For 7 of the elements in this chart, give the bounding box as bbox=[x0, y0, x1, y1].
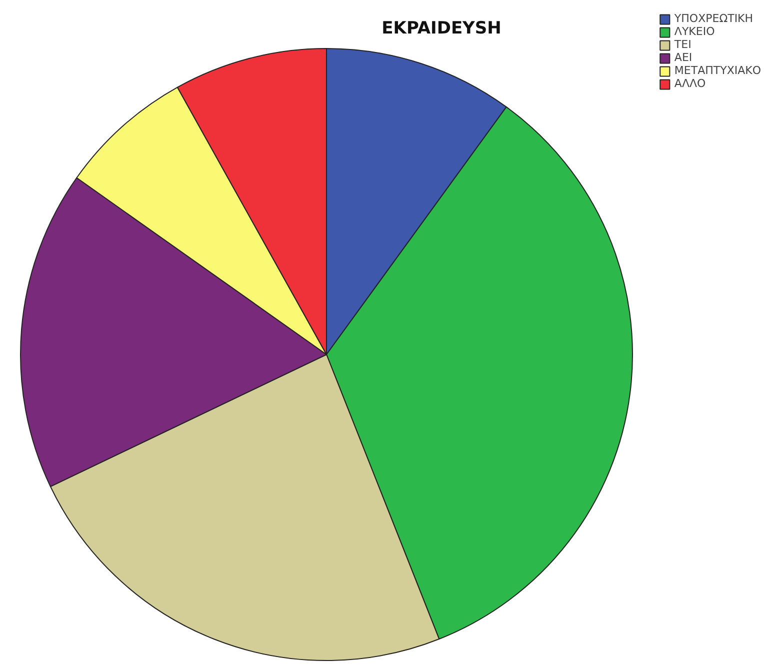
chart-title: EKPAIDEYSH bbox=[382, 18, 502, 38]
legend-label: ΑΕΙ bbox=[674, 51, 694, 64]
legend-label: ΥΠΟΧΡΕΩΤΙΚΗ bbox=[674, 12, 754, 25]
legend-label: ΑΛΛΟ bbox=[674, 77, 706, 90]
legend-label: ΤΕΙ bbox=[674, 38, 692, 51]
legend-label: ΜΕΤΑΠΤΥΧΙΑΚΟ bbox=[674, 64, 761, 77]
legend-label: ΛΥΚΕΙΟ bbox=[674, 25, 715, 38]
